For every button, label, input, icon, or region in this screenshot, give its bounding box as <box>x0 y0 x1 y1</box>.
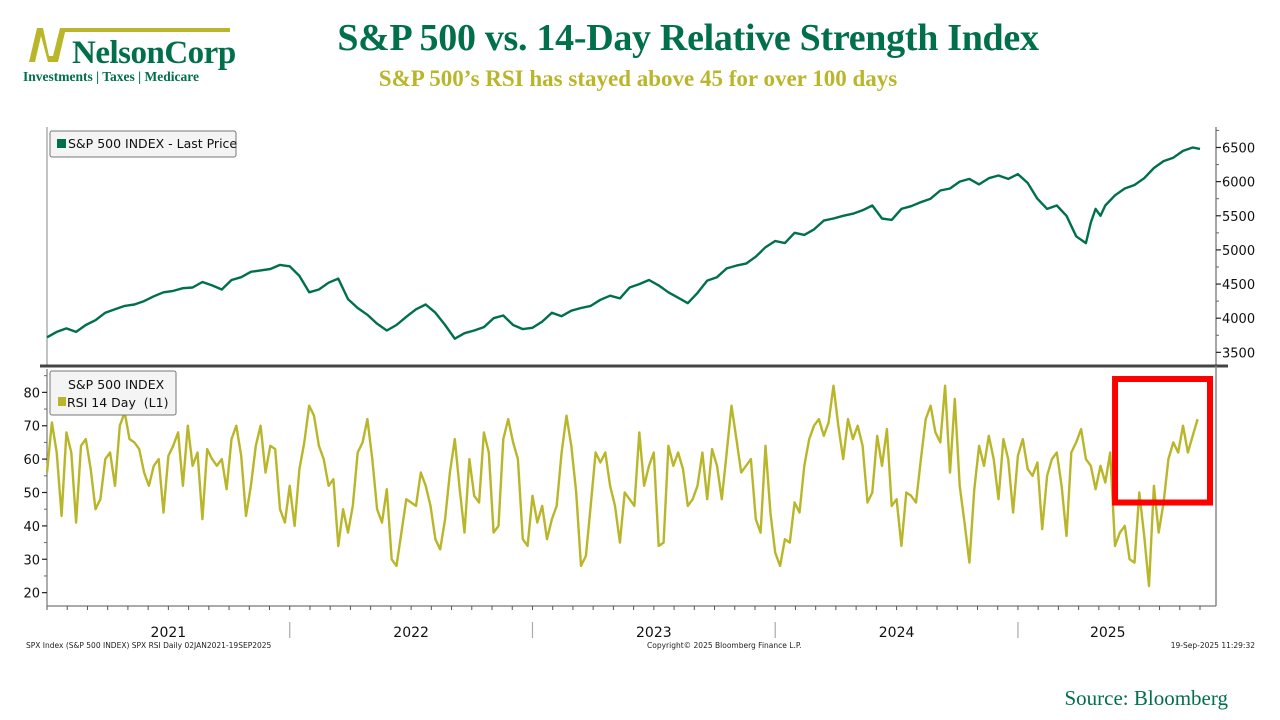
highlight-box <box>1112 376 1214 506</box>
price-y-ticks: 3500 4000 4500 5000 5500 6000 6500 <box>1216 129 1255 361</box>
logo-name: NelsonCorp <box>72 35 236 71</box>
rsi-legend-label: RSI 14 Day (L1) <box>67 395 168 410</box>
price-series-line <box>46 146 1201 340</box>
rsi-legend-title: S&P 500 INDEX <box>68 377 165 392</box>
rsi-y-tick-label: 40 <box>23 520 40 535</box>
rsi-y-tick-label: 80 <box>23 386 40 401</box>
nelsoncorp-logo: NelsonCorp Investments | Taxes | Medicar… <box>20 22 236 84</box>
year-label: 2024 <box>879 625 915 641</box>
price-y-tick-label: 4000 <box>1222 312 1255 327</box>
rsi-legend: S&P 500 INDEX RSI 14 Day (L1) <box>49 370 177 416</box>
source-label: Source: Bloomberg <box>1064 686 1228 710</box>
series-info: SPX Index (S&P 500 INDEX) SPX RSI Daily … <box>26 641 272 650</box>
price-legend: S&P 500 INDEX - Last Price <box>49 130 237 158</box>
year-label: 2021 <box>151 625 187 641</box>
page-subtitle: S&P 500’s RSI has stayed above 45 for ov… <box>378 66 898 91</box>
year-labels: 2021 2022 2023 2024 2025 <box>151 622 1126 641</box>
rsi-y-tick-label: 60 <box>23 453 40 468</box>
price-legend-swatch <box>57 139 66 148</box>
rsi-y-tick-label: 50 <box>23 487 40 502</box>
rsi-series-line <box>45 384 1199 588</box>
price-y-tick-label: 5000 <box>1222 244 1255 259</box>
price-legend-label: S&P 500 INDEX - Last Price <box>68 136 237 151</box>
year-label: 2023 <box>636 625 672 641</box>
rsi-legend-swatch <box>58 397 66 406</box>
logo-tagline: Investments | Taxes | Medicare <box>23 69 199 84</box>
price-y-tick-label: 5500 <box>1222 210 1255 225</box>
price-y-tick-label: 6000 <box>1222 176 1255 191</box>
rsi-y-tick-label: 70 <box>23 420 40 435</box>
rsi-y-tick-label: 30 <box>23 553 40 568</box>
x-minor-ticks <box>46 606 1201 610</box>
year-label: 2022 <box>393 625 429 641</box>
price-y-tick-label: 6500 <box>1222 141 1255 156</box>
timestamp: 19-Sep-2025 11:29:32 <box>1171 641 1255 650</box>
rsi-y-ticks: 20 30 40 50 60 70 80 <box>23 375 47 602</box>
price-y-tick-label: 4500 <box>1222 278 1255 293</box>
year-label: 2025 <box>1090 625 1126 641</box>
logo-bar <box>64 28 230 32</box>
page-title: S&P 500 vs. 14-Day Relative Strength Ind… <box>337 17 1039 59</box>
rsi-y-tick-label: 20 <box>23 587 40 602</box>
copyright: Copyright© 2025 Bloomberg Finance L.P. <box>647 641 802 650</box>
logo-n-mark-icon <box>22 28 66 62</box>
price-y-tick-label: 3500 <box>1222 346 1255 361</box>
